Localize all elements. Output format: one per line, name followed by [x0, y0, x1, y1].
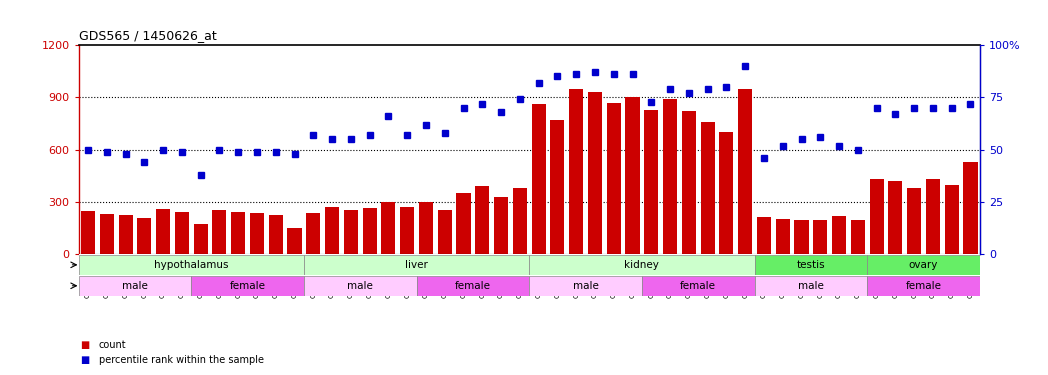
Bar: [381, 202, 395, 254]
Bar: [607, 103, 620, 254]
Bar: [851, 220, 865, 254]
Bar: [682, 111, 696, 254]
Bar: [755, 276, 868, 296]
Bar: [757, 217, 771, 254]
Text: percentile rank within the sample: percentile rank within the sample: [99, 355, 263, 365]
Bar: [268, 215, 283, 254]
Bar: [156, 209, 170, 254]
Bar: [550, 120, 565, 254]
Bar: [529, 255, 755, 275]
Bar: [908, 188, 921, 254]
Bar: [304, 276, 417, 296]
Text: liver: liver: [406, 260, 428, 270]
Text: testis: testis: [796, 260, 825, 270]
Bar: [868, 255, 980, 275]
Text: male: male: [572, 281, 598, 291]
Bar: [287, 228, 302, 254]
Bar: [249, 213, 264, 254]
Bar: [438, 210, 452, 254]
Text: ovary: ovary: [909, 260, 938, 270]
Bar: [494, 197, 508, 254]
Text: count: count: [99, 340, 126, 350]
Bar: [306, 213, 321, 254]
Bar: [191, 276, 304, 296]
Bar: [457, 193, 471, 254]
Bar: [325, 207, 340, 254]
Bar: [118, 215, 133, 254]
Text: female: female: [230, 281, 265, 291]
Bar: [81, 211, 95, 254]
Text: male: male: [347, 281, 373, 291]
Text: female: female: [905, 281, 941, 291]
Bar: [626, 98, 639, 254]
Bar: [363, 208, 376, 254]
Bar: [304, 255, 529, 275]
Bar: [868, 276, 980, 296]
Text: male: male: [122, 281, 148, 291]
Bar: [213, 210, 226, 254]
Bar: [137, 218, 151, 254]
Bar: [79, 255, 304, 275]
Text: hypothalamus: hypothalamus: [154, 260, 228, 270]
Bar: [700, 122, 715, 254]
Bar: [344, 210, 358, 254]
Text: ■: ■: [80, 355, 89, 365]
Bar: [194, 224, 208, 254]
Bar: [776, 219, 790, 254]
Bar: [529, 276, 641, 296]
Bar: [400, 207, 414, 254]
Bar: [663, 99, 677, 254]
Bar: [870, 179, 883, 254]
Bar: [963, 162, 978, 254]
Bar: [641, 276, 755, 296]
Bar: [944, 184, 959, 254]
Bar: [419, 202, 433, 254]
Bar: [100, 214, 114, 254]
Bar: [755, 255, 868, 275]
Text: female: female: [455, 281, 490, 291]
Bar: [719, 132, 734, 254]
Bar: [417, 276, 529, 296]
Text: ■: ■: [80, 340, 89, 350]
Bar: [832, 216, 846, 254]
Text: female: female: [680, 281, 716, 291]
Bar: [475, 186, 489, 254]
Bar: [175, 211, 189, 254]
Bar: [512, 188, 527, 254]
Bar: [813, 220, 827, 254]
Bar: [588, 92, 602, 254]
Bar: [794, 220, 809, 254]
Bar: [232, 211, 245, 254]
Bar: [925, 179, 940, 254]
Bar: [889, 181, 902, 254]
Text: kidney: kidney: [625, 260, 659, 270]
Text: male: male: [798, 281, 824, 291]
Text: GDS565 / 1450626_at: GDS565 / 1450626_at: [79, 30, 216, 42]
Bar: [569, 88, 584, 254]
Bar: [79, 276, 191, 296]
Bar: [531, 104, 546, 254]
Bar: [645, 110, 658, 254]
Bar: [738, 88, 752, 254]
